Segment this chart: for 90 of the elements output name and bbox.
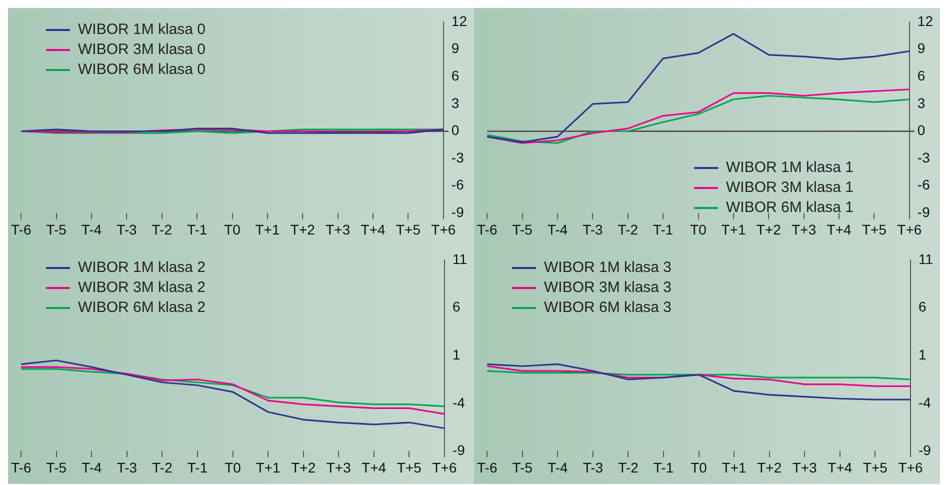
y-tick-label: -4	[452, 394, 466, 410]
y-tick-label: -9	[918, 442, 932, 458]
x-tick-label: T+6	[432, 459, 457, 476]
x-tick-label: T+3	[326, 221, 350, 238]
x-tick-label: T-4	[82, 459, 102, 476]
legend-label: WIBOR 6M klasa 0	[78, 60, 206, 80]
y-tick-label: -4	[918, 394, 932, 410]
x-tick-label: T-3	[582, 459, 604, 476]
y-tick-label: 12	[451, 12, 468, 29]
x-tick-label: T+4	[362, 459, 386, 476]
x-tick-label: T-2	[618, 459, 639, 476]
legend-label: WIBOR 1M klasa 0	[78, 20, 206, 40]
y-tick-label: 11	[452, 250, 468, 267]
legend-label: WIBOR 1M klasa 1	[726, 158, 854, 178]
y-tick-label: 3	[917, 94, 926, 111]
x-tick-label: T+2	[756, 221, 782, 238]
x-tick-label: T-5	[46, 221, 67, 238]
x-tick-label: T-6	[10, 221, 32, 238]
x-tick-label: T+5	[396, 459, 422, 476]
x-tick-label: T-1	[186, 221, 208, 238]
legend-label: WIBOR 1M klasa 2	[78, 258, 206, 278]
y-tick-label: 6	[917, 67, 926, 84]
x-tick-label: T+6	[898, 459, 923, 476]
y-tick-label: 11	[918, 250, 934, 267]
x-tick-label: T-3	[582, 221, 604, 238]
x-tick-label: T-2	[152, 459, 173, 476]
y-tick-label: 12	[917, 12, 934, 29]
y-tick-label: 0	[451, 122, 460, 138]
y-tick-label: 6	[452, 298, 460, 315]
x-tick-label: T-3	[116, 221, 138, 238]
x-tick-label: T+1	[256, 459, 281, 476]
x-tick-label: T-6	[10, 459, 32, 476]
x-tick-label: T+1	[721, 221, 746, 238]
y-tick-label: 9	[917, 40, 926, 56]
x-tick-label: T+5	[862, 221, 887, 238]
x-tick-label: T-6	[476, 221, 498, 238]
y-tick-label: -3	[917, 149, 930, 166]
x-tick-label: T+4	[826, 221, 852, 238]
legend-label: WIBOR 3M klasa 3	[544, 278, 672, 298]
x-tick-label: T-3	[116, 459, 138, 476]
x-tick-label: T+2	[291, 459, 316, 476]
x-tick-label: T-1	[653, 459, 674, 476]
x-tick-label: T0	[224, 459, 242, 476]
x-tick-label: T+6	[431, 221, 456, 238]
x-tick-label: T-5	[512, 459, 533, 476]
x-tick-label: T+3	[792, 221, 816, 238]
x-tick-label: T+5	[862, 459, 888, 476]
x-tick-label: T+4	[360, 221, 386, 238]
y-tick-label: -3	[451, 149, 464, 166]
y-tick-label: -9	[917, 204, 930, 220]
legend-label: WIBOR 6M klasa 2	[78, 298, 206, 318]
legend-label: WIBOR 6M klasa 3	[544, 298, 672, 318]
legend-label: WIBOR 1M klasa 3	[544, 258, 672, 278]
legend-label: WIBOR 6M klasa 1	[726, 198, 854, 218]
y-tick-label: 6	[451, 67, 460, 84]
x-tick-label: T+6	[897, 221, 922, 238]
x-tick-label: T+2	[757, 459, 782, 476]
x-tick-label: T+3	[326, 459, 352, 476]
y-tick-label: -6	[917, 176, 930, 193]
x-tick-label: T-1	[652, 221, 674, 238]
x-tick-label: T+3	[792, 459, 818, 476]
legend-label: WIBOR 3M klasa 0	[78, 40, 206, 60]
x-tick-label: T-1	[187, 459, 208, 476]
x-tick-label: T+1	[722, 459, 747, 476]
x-tick-label: T-2	[618, 221, 638, 238]
x-tick-label: T-5	[512, 221, 533, 238]
y-tick-label: 3	[451, 94, 460, 111]
y-tick-label: 1	[918, 346, 926, 362]
x-tick-label: T0	[690, 459, 708, 476]
y-tick-label: -9	[451, 204, 464, 220]
x-tick-label: T+5	[396, 221, 421, 238]
y-tick-label: 6	[918, 298, 926, 315]
x-tick-label: T+4	[828, 459, 852, 476]
x-tick-label: T0	[690, 221, 707, 238]
x-tick-label: T+1	[255, 221, 280, 238]
x-tick-label: T-6	[476, 459, 498, 476]
x-tick-label: T-2	[152, 221, 172, 238]
legend-label: WIBOR 3M klasa 1	[726, 178, 854, 198]
x-tick-label: T-4	[548, 459, 568, 476]
x-tick-label: T-5	[46, 459, 67, 476]
y-tick-label: 0	[917, 122, 926, 138]
x-tick-label: T-4	[547, 221, 568, 238]
x-tick-label: T+2	[290, 221, 316, 238]
y-tick-label: -9	[452, 442, 466, 458]
y-tick-label: 1	[452, 346, 460, 362]
legend-label: WIBOR 3M klasa 2	[78, 278, 206, 298]
x-tick-label: T-4	[81, 221, 102, 238]
y-tick-label: 9	[451, 40, 460, 56]
y-tick-label: -6	[451, 176, 464, 193]
x-tick-label: T0	[224, 221, 241, 238]
